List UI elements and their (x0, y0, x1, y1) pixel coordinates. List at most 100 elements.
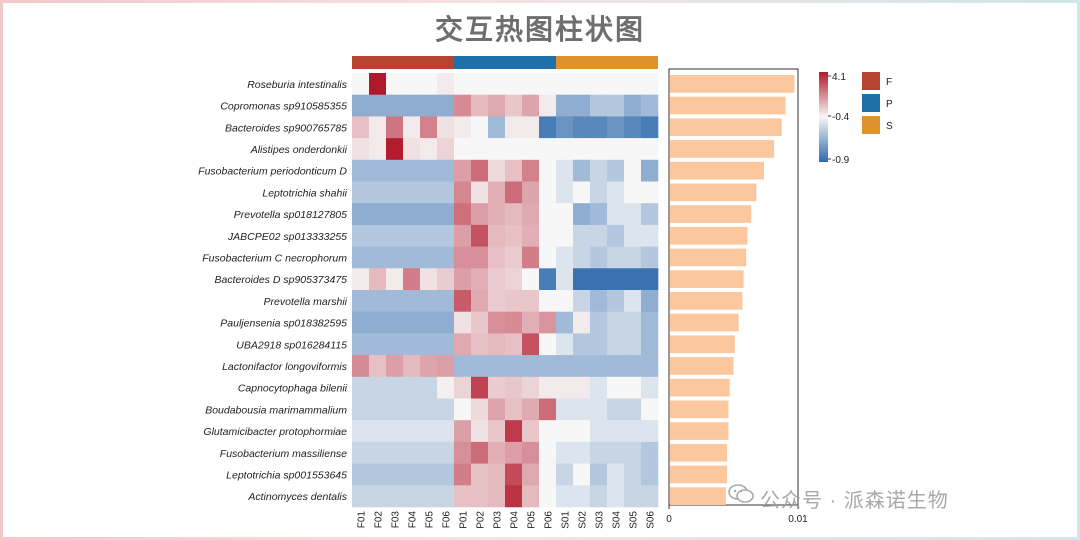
heatmap-cell (420, 311, 438, 334)
heatmap-cell (556, 333, 574, 356)
heatmap-cell (522, 138, 540, 161)
column-label: P03 (493, 511, 504, 529)
group-bar-S (556, 56, 658, 69)
heatmap-cell (437, 116, 455, 139)
heatmap-cell (607, 485, 625, 508)
heatmap-cell (505, 398, 523, 421)
heatmap-cell (471, 94, 489, 117)
heatmap-cell (522, 246, 540, 269)
heatmap-cell (641, 181, 659, 204)
heatmap-cell (556, 355, 574, 378)
heatmap-cell (505, 355, 523, 378)
heatmap-cell (420, 441, 438, 464)
heatmap-cell (573, 485, 591, 508)
heatmap-cell (641, 159, 659, 182)
column-label: F05 (425, 511, 436, 529)
heatmap-cell (641, 463, 659, 486)
heatmap-cell (522, 181, 540, 204)
heatmap-cell (505, 246, 523, 269)
heatmap-cell (420, 463, 438, 486)
heatmap-cell (420, 420, 438, 443)
heatmap-cell (437, 138, 455, 161)
heatmap-cell (471, 73, 489, 95)
heatmap-cell (488, 463, 506, 486)
heatmap-cell (556, 463, 574, 486)
heatmap-cell (471, 159, 489, 182)
abundance-bar (670, 248, 747, 267)
heatmap-cell (556, 73, 574, 95)
row-label: Leptotrichia shahii (262, 187, 347, 199)
color-scale-label: 4.1 (832, 72, 846, 83)
heatmap-cell (539, 333, 557, 356)
heatmap-cell (386, 463, 404, 486)
heatmap-cell (641, 224, 659, 247)
heatmap-cell (454, 355, 472, 378)
heatmap-cell (437, 246, 455, 269)
heatmap-cell (386, 441, 404, 464)
heatmap-cell (505, 138, 523, 161)
row-label: UBA2918 sp016284115 (236, 339, 347, 351)
heatmap-cell (386, 159, 404, 182)
row-label: Boudabousia marimammalium (205, 404, 347, 416)
abundance-bar (670, 443, 728, 462)
heatmap-cell (505, 159, 523, 182)
heatmap-cell (369, 203, 387, 226)
heatmap-cell (386, 376, 404, 399)
row-label: Prevotella sp018127805 (234, 209, 347, 221)
heatmap-cell (471, 333, 489, 356)
abundance-bar (670, 313, 739, 332)
column-labels: F01 F02 F03 F04 F05 F06 P01 P02 P03 P04 P05 P06 S01 S… (357, 511, 657, 529)
heatmap-cell (437, 485, 455, 508)
heatmap-cell (505, 73, 523, 95)
heatmap-cell (505, 268, 523, 291)
abundance-bar (670, 400, 729, 419)
heatmap-cell (556, 203, 574, 226)
heatmap-cell (590, 311, 608, 334)
heatmap-cells (352, 73, 659, 508)
heatmap-cell (556, 138, 574, 161)
legend-label: S (886, 121, 893, 132)
abundance-bar (670, 378, 730, 397)
heatmap-cell (471, 441, 489, 464)
column-label: P02 (476, 511, 487, 529)
heatmap-cell (437, 333, 455, 356)
heatmap-cell (369, 73, 387, 95)
heatmap-cell (471, 463, 489, 486)
heatmap-cell (590, 290, 608, 312)
row-label: Capnocytophaga bilenii (238, 383, 348, 395)
heatmap-cell (539, 420, 557, 443)
heatmap-cell (386, 311, 404, 334)
heatmap-cell (505, 290, 523, 312)
heatmap-cell (607, 333, 625, 356)
heatmap-cell (352, 333, 370, 356)
heatmap-cell (369, 138, 387, 161)
bar-axis-tick-label: 0 (666, 514, 672, 525)
heatmap-cell (454, 246, 472, 269)
chart-title: 交互热图柱状图 (434, 14, 645, 45)
column-label: S05 (629, 511, 640, 529)
abundance-bar (670, 140, 775, 158)
heatmap-cell (352, 311, 370, 334)
group-annotation-bar (352, 56, 658, 69)
heatmap-cell (539, 203, 557, 226)
heatmap-cell (607, 268, 625, 291)
abundance-bar (670, 270, 744, 288)
row-label: Fusobacterium massiliense (220, 448, 347, 460)
heatmap-cell (539, 138, 557, 161)
heatmap-cell (539, 159, 557, 182)
heatmap-cell (573, 376, 591, 399)
heatmap-cell (488, 355, 506, 378)
heatmap-cell (539, 116, 557, 139)
column-label: P04 (510, 511, 521, 529)
heatmap-cell (556, 290, 574, 312)
heatmap-cell (522, 441, 540, 464)
heatmap-cell (488, 138, 506, 161)
heatmap-cell (573, 94, 591, 117)
heatmap-cell (624, 398, 642, 421)
heatmap-cell (403, 116, 421, 139)
heatmap-cell (505, 420, 523, 443)
heatmap-cell (522, 485, 540, 508)
heatmap-cell (505, 311, 523, 334)
heatmap-cell (471, 311, 489, 334)
